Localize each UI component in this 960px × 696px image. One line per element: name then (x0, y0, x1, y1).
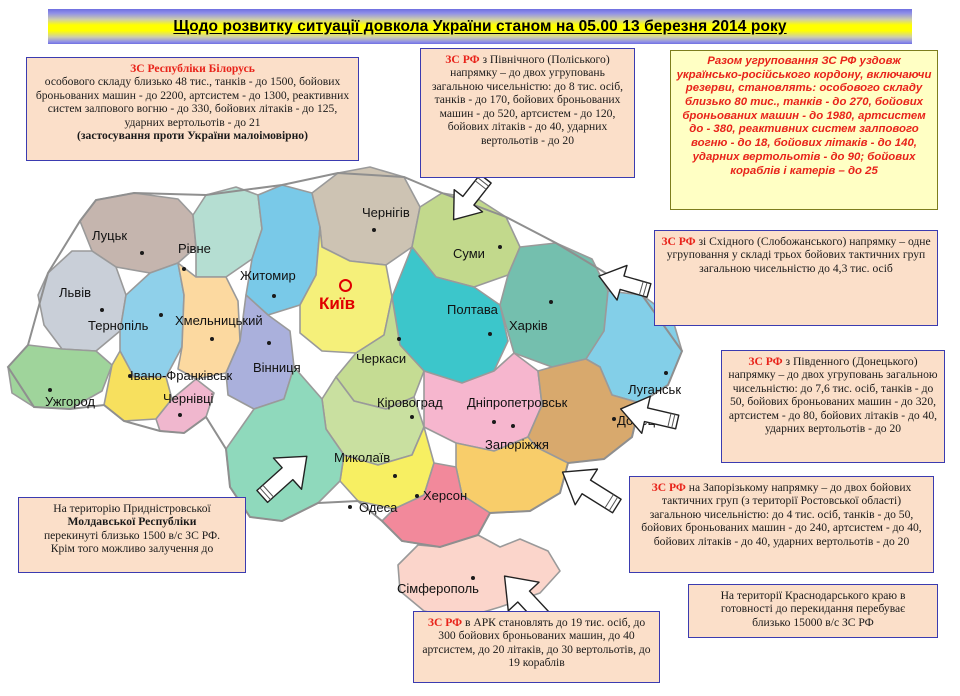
zaporizhzhia-body: на Запорізькому напрямку – до двох бойов… (641, 481, 922, 548)
ark-body: в АРК становлять до 19 тис. осіб, до 300… (422, 616, 651, 670)
region-ternopil (119, 262, 185, 378)
krasnodar-l2: готовності до перекидання перебуває (720, 602, 906, 616)
city-label-2: Житомир (240, 268, 296, 283)
south-heading: ЗС РФ (748, 355, 783, 368)
city-label-3: Львів (59, 285, 92, 300)
arrow-south-direction (600, 368, 695, 463)
ukraine-map: Луцьк Рівне Житомир Львів Тернопіль Хмельниць… (0, 155, 740, 696)
city-label-13: Полтава (447, 302, 498, 317)
info-box-krasnodar: На території Краснодарського краю в гото… (688, 584, 938, 638)
city-label-11: Суми (453, 246, 485, 261)
city-dot-0 (140, 251, 144, 255)
page-title-banner: Щодо розвитку ситуації довкола України с… (48, 9, 912, 44)
transnistria-text: На територію Придністровської Молдавсько… (44, 502, 220, 555)
transnistria-l3: перекинуті близько 1500 в/с ЗС РФ. (43, 528, 221, 542)
info-box-south-direction: ЗС РФ з Південного (Донецького) напрямку… (721, 350, 945, 463)
belarus-body: особового складу близько 48 тис., танків… (35, 75, 350, 129)
city-dot-13 (488, 332, 492, 336)
city-label-15: Черкаси (356, 351, 407, 366)
city-dot-10 (372, 228, 376, 232)
city-dot-18 (664, 371, 668, 375)
city-dot-14 (549, 300, 553, 304)
city-dot-22 (415, 494, 419, 498)
city-dot-21 (393, 474, 397, 478)
info-box-north-direction: ЗС РФ з Північного (Поліського) напрямку… (420, 48, 635, 178)
city-label-24: Сімферополь (397, 581, 479, 596)
city-dot-17 (492, 420, 496, 424)
arrow-north-direction (424, 155, 514, 245)
krasnodar-l3: близько 15000 в/с ЗС РФ (752, 615, 874, 629)
belarus-footer: (застосування проти України малоімовірно… (77, 129, 308, 143)
info-box-zaporizhzhia-direction: ЗС РФ на Запорізькому напрямку – до двох… (629, 476, 934, 573)
city-dot-11 (498, 245, 502, 249)
city-label-0: Луцьк (92, 228, 128, 243)
city-label-6: Івано-Франківськ (130, 368, 233, 383)
east-heading: ЗС РФ (661, 235, 696, 248)
city-label-1: Рівне (178, 241, 211, 256)
ark-heading: ЗС РФ (427, 616, 463, 629)
city-dot-15 (397, 337, 401, 341)
arrow-transnistria-direction (236, 425, 336, 525)
north-body: з Північного (Поліського) напрямку – до … (431, 53, 624, 147)
city-dot-20 (511, 424, 515, 428)
city-label-10: Чернігів (362, 205, 410, 220)
city-label-5: Хмельницький (175, 313, 263, 328)
city-dot-3 (100, 308, 104, 312)
city-label-12: Київ (319, 294, 356, 313)
city-label-16: Кіровоград (377, 395, 443, 410)
city-label-17: Дніпропетровськ (467, 395, 568, 410)
east-body: зі Східного (Слобожанського) напрямку – … (666, 235, 931, 275)
city-dot-8 (48, 388, 52, 392)
city-label-7: Чернівці (163, 391, 214, 406)
city-dot-19 (612, 417, 616, 421)
info-box-ark: ЗС РФ в АРК становлять до 19 тис. осіб, … (413, 611, 660, 683)
summary-body: Разом угруповання ЗС РФ уздовж українськ… (676, 55, 932, 177)
transnistria-l1: На територію Придністровської (53, 502, 211, 515)
city-label-14: Харків (509, 318, 548, 333)
city-dot-2 (272, 294, 276, 298)
south-body: з Південного (Донецького) напрямку – до … (728, 355, 938, 436)
north-heading: ЗС РФ (445, 53, 480, 66)
krasnodar-l1: На території Краснодарського краю в (720, 589, 906, 602)
city-dot-12 (339, 279, 352, 292)
city-dot-24 (471, 576, 475, 580)
map-outline (6, 171, 684, 549)
city-label-20: Запоріжжя (485, 437, 549, 452)
transnistria-l2: Молдавської Республіки (67, 515, 197, 529)
arrow-zaporizhzhia-direction (538, 438, 638, 538)
region-zakarpattia (7, 344, 113, 410)
city-label-22: Херсон (423, 488, 468, 503)
city-dot-1 (182, 267, 186, 271)
city-dot-4 (159, 313, 163, 317)
city-label-9: Вінниця (253, 360, 301, 375)
arrow-east-direction (578, 238, 668, 328)
belarus-heading: ЗС Республіки Білорусь (130, 62, 255, 75)
city-label-18: Луганськ (628, 382, 682, 397)
city-dot-6 (128, 374, 132, 378)
info-box-transnistria: На територію Придністровської Молдавсько… (18, 497, 246, 573)
city-dot-16 (410, 415, 414, 419)
map-svg (6, 166, 684, 620)
city-label-8: Ужгород (45, 394, 95, 409)
city-dot-23 (348, 505, 352, 509)
city-dot-5 (210, 337, 214, 341)
info-box-east-direction: ЗС РФ зі Східного (Слобожанського) напря… (654, 230, 938, 326)
city-dot-9 (267, 341, 271, 345)
page-title: Щодо розвитку ситуації довкола України с… (173, 17, 787, 35)
city-dot-7 (178, 413, 182, 417)
zaporizhzhia-heading: ЗС РФ (651, 481, 686, 494)
city-label-21: Миколаїв (334, 450, 391, 465)
info-box-belarus: ЗС Республіки Білорусь особового складу … (26, 57, 359, 161)
transnistria-l4: Крім того можливо залучення до (50, 542, 214, 556)
info-box-total-grouping: Разом угруповання ЗС РФ уздовж українськ… (670, 50, 938, 210)
city-label-23: Одеса (359, 500, 398, 515)
city-label-4: Тернопіль (88, 318, 149, 333)
